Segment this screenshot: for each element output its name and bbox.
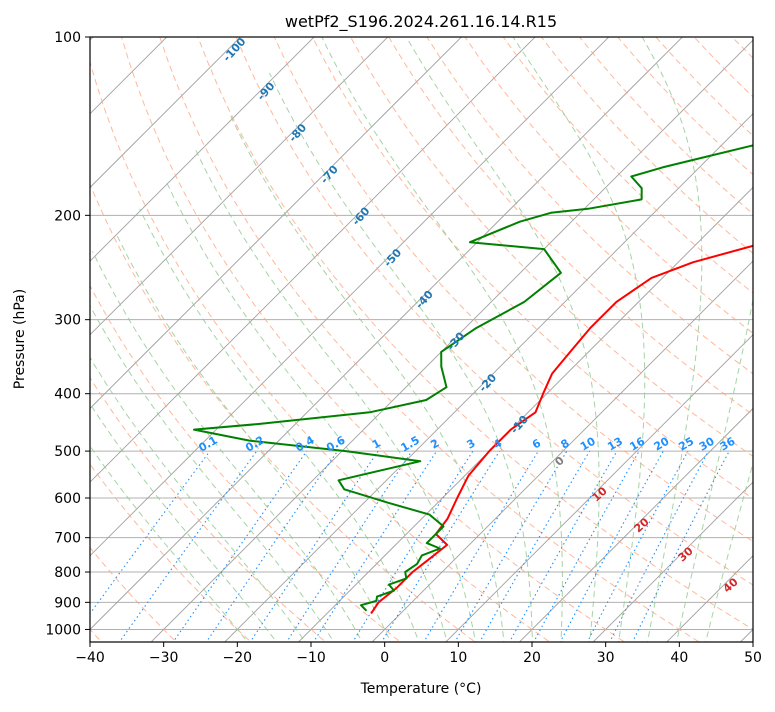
- x-tick-label-7: 30: [597, 650, 615, 666]
- y-tick-label-7: 800: [54, 565, 81, 581]
- x-tick-label-0: −40: [75, 650, 105, 666]
- x-tick-label-6: 20: [523, 650, 541, 666]
- y-tick-label-8: 900: [54, 595, 81, 611]
- y-axis-label: Pressure (hPa): [12, 289, 28, 389]
- y-tick-label-3: 400: [54, 387, 81, 403]
- x-tick-label-4: 0: [380, 650, 389, 666]
- y-tick-label-9: 1000: [45, 622, 81, 638]
- y-tick-label-5: 600: [54, 491, 81, 507]
- y-tick-label-1: 200: [54, 208, 81, 224]
- y-tick-label-4: 500: [54, 444, 81, 460]
- x-tick-label-2: −20: [223, 650, 253, 666]
- x-tick-label-1: −30: [149, 650, 179, 666]
- x-axis-label: Temperature (°C): [360, 681, 482, 697]
- x-tick-label-8: 40: [670, 650, 688, 666]
- x-tick-label-9: 50: [744, 650, 762, 666]
- y-tick-label-2: 300: [54, 313, 81, 329]
- y-tick-label-0: 100: [54, 30, 81, 46]
- y-tick-label-6: 700: [54, 531, 81, 547]
- x-tick-label-3: −10: [296, 650, 326, 666]
- x-tick-label-5: 10: [449, 650, 467, 666]
- chart-title: wetPf2_S196.2024.261.16.14.R15: [285, 12, 557, 32]
